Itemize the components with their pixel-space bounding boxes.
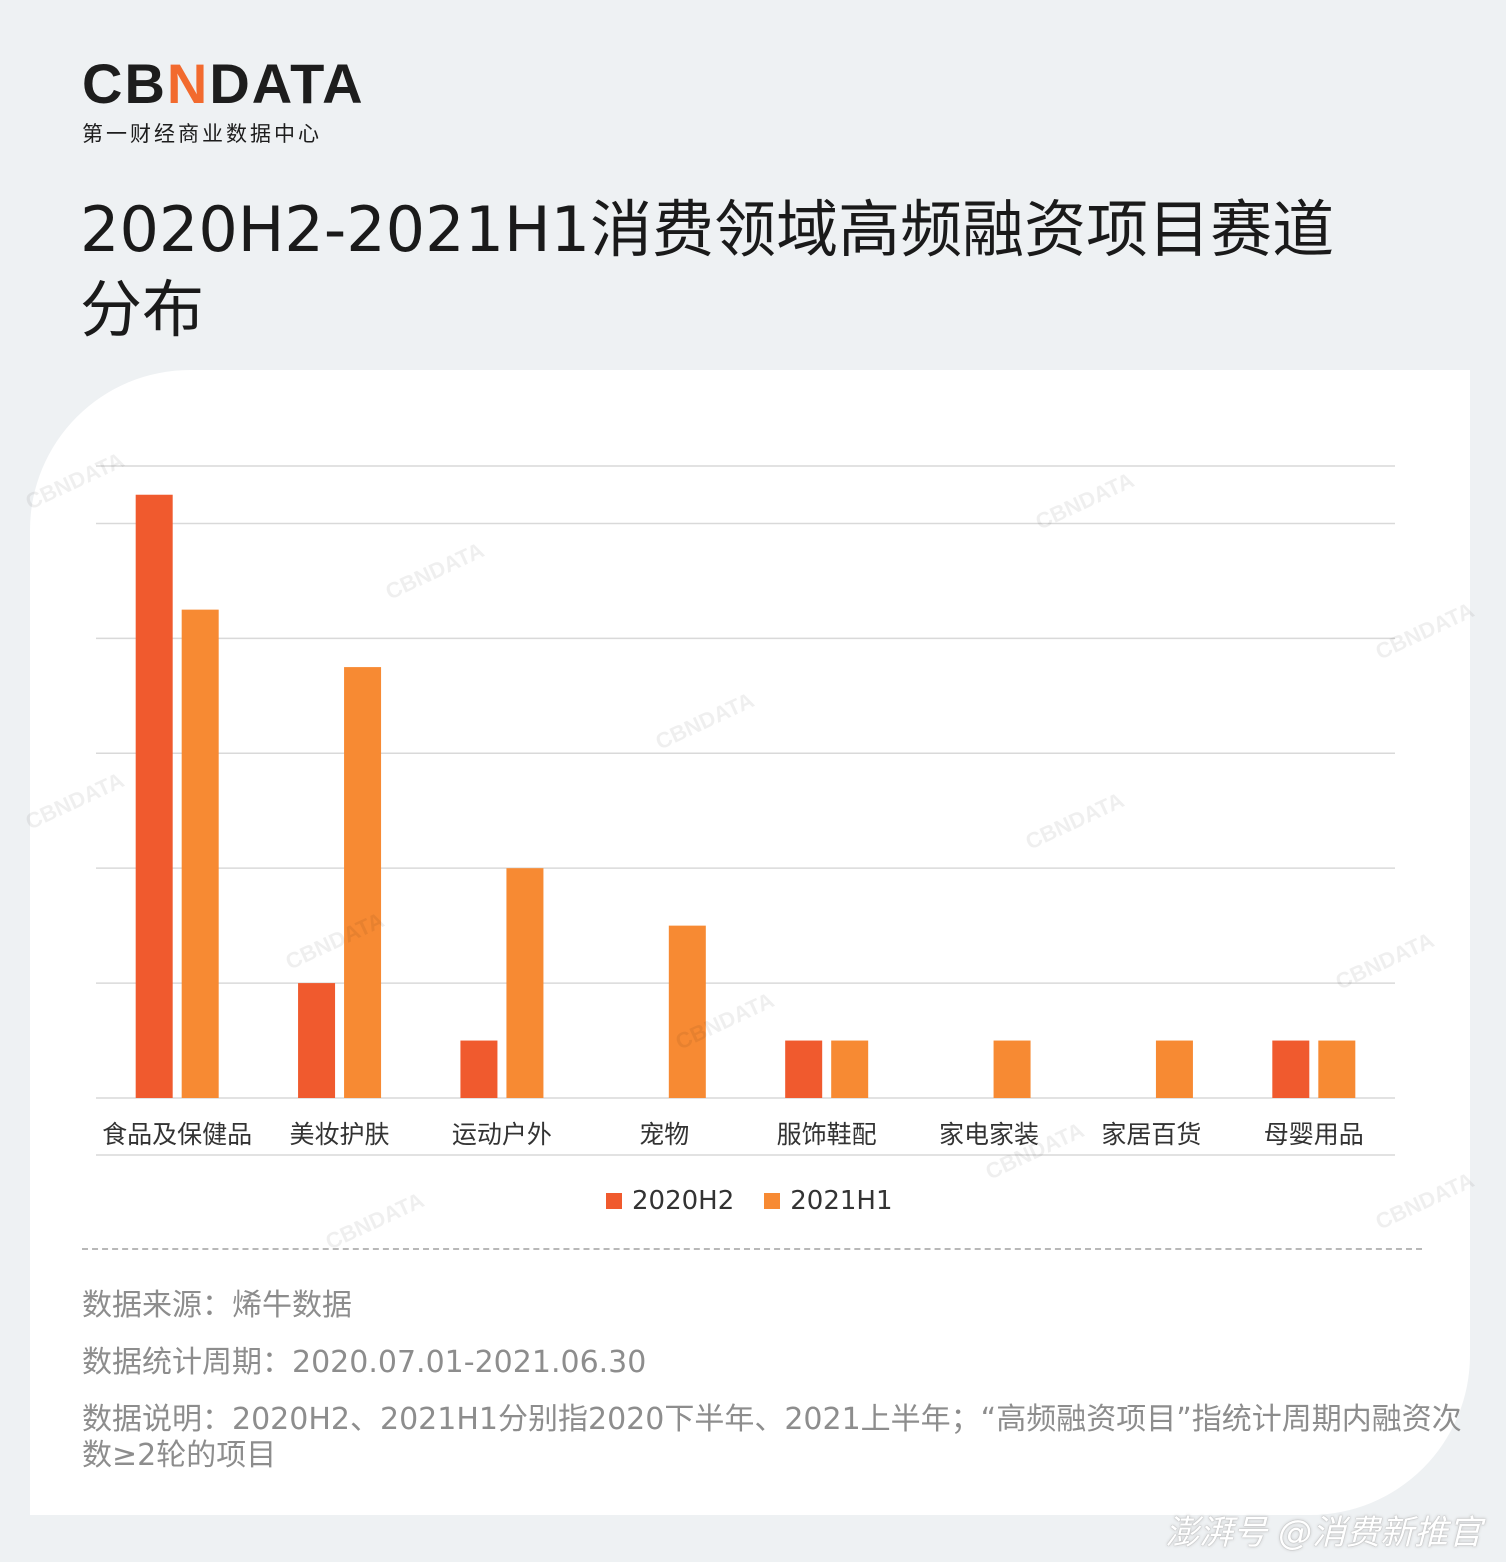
bar-2020h2-1 [298,983,336,1098]
watermark: CBNDATA [22,447,128,514]
logo-wordmark: CBNDATA [82,52,365,115]
bar-2021h1-1 [344,667,382,1098]
x-tick-label: 宠物 [639,1120,689,1149]
x-tick-label: 美妆护肤 [290,1120,390,1149]
bar-2021h1-0 [181,609,219,1098]
watermark: CBNDATA [1372,597,1478,664]
bar-2020h2-2 [460,1040,498,1098]
divider [82,1248,1422,1250]
watermark: CBNDATA [1372,1167,1478,1234]
legend-item-2021h1: 2021H1 [764,1186,893,1216]
data-source-note: 数据来源：烯牛数据 [82,1288,352,1323]
watermark: CBNDATA [1032,467,1138,534]
chart-card [30,370,1470,1515]
cbndata-logo: CBNDATA 第一财经商业数据中心 [82,56,365,148]
bar-2021h1-3 [668,925,706,1098]
watermark: CBNDATA [22,767,128,834]
watermark: CBNDATA [322,1187,428,1254]
x-tick-label: 服饰鞋配 [777,1120,877,1149]
bar-2020h2-7 [1272,1040,1310,1098]
bar-2021h1-6 [1155,1040,1193,1098]
legend-label-2021h1: 2021H1 [790,1186,893,1216]
watermark: CBNDATA [1332,927,1438,994]
data-explain-note: 数据说明：2020H2、2021H1分别指2020下半年、2021上半年；“高频… [82,1402,1462,1473]
data-period-note: 数据统计周期：2020.07.01-2021.06.30 [82,1345,647,1380]
watermark: CBNDATA [382,537,488,604]
chart-legend: 2020H2 2021H1 [606,1186,893,1216]
watermark: CBNDATA [1022,787,1128,854]
bar-2021h1-4 [831,1040,869,1098]
x-tick-label: 家居百货 [1101,1120,1201,1149]
x-tick-label: 母婴用品 [1264,1120,1364,1149]
legend-swatch-2020h2 [606,1193,622,1209]
legend-swatch-2021h1 [764,1193,781,1209]
bar-2021h1-2 [506,868,544,1098]
bar-2020h2-0 [135,494,173,1098]
legend-label-2020h2: 2020H2 [632,1186,735,1216]
watermark: CBNDATA [652,687,758,754]
logo-tagline: 第一财经商业数据中心 [82,122,322,146]
bar-2021h1-5 [993,1040,1031,1098]
legend-item-2020h2: 2020H2 [606,1186,734,1216]
x-tick-label: 运动户外 [452,1120,552,1149]
bar-2020h2-4 [785,1040,823,1098]
footer-brand: 澎湃号 @消费新推官 [1165,1513,1482,1553]
page-title: 2020H2-2021H1消费领域高频融资项目赛道分布 [80,193,1335,346]
x-tick-label: 食品及保健品 [102,1120,252,1149]
bar-2021h1-7 [1318,1040,1356,1098]
x-tick-label: 家电家装 [939,1120,1039,1149]
